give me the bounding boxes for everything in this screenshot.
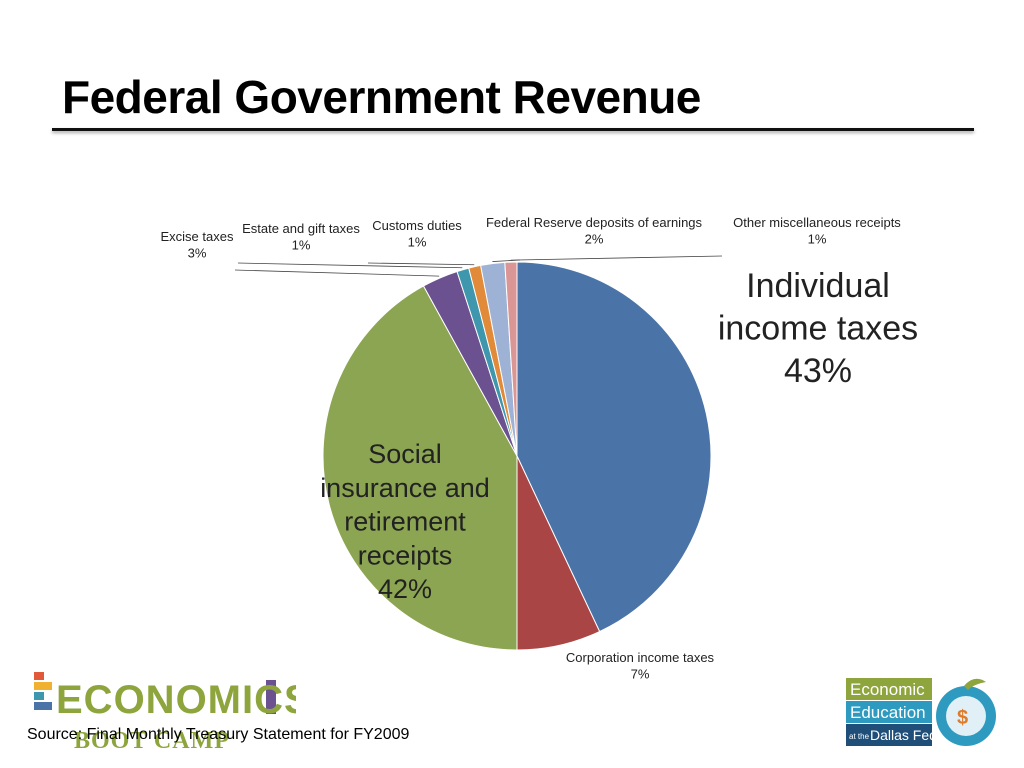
slice-value-label: 1% bbox=[808, 231, 827, 246]
logo-line-education: Education bbox=[850, 703, 926, 722]
slice-value-label: 42% bbox=[378, 574, 432, 604]
slice-label: Estate and gift taxes bbox=[242, 221, 360, 236]
logo-subword: BOOT CAMP bbox=[74, 728, 230, 752]
logo-line-at-the: at the bbox=[849, 732, 870, 741]
logo-line-dallas-fed: Dallas Fed bbox=[870, 727, 937, 743]
leader-line bbox=[237, 262, 463, 269]
slice-label: Social insurance and retirement receipts bbox=[320, 439, 490, 570]
slice-value-label: 43% bbox=[784, 352, 852, 390]
slice-value-label: 1% bbox=[292, 237, 311, 252]
slice-value-label: 1% bbox=[408, 234, 427, 249]
slice-value-label: 7% bbox=[631, 666, 650, 681]
logo-word: ECONOMICS bbox=[56, 678, 296, 722]
leaf-icon bbox=[964, 678, 986, 690]
slide-title: Federal Government Revenue bbox=[62, 71, 701, 123]
leader-line bbox=[510, 255, 723, 261]
slice-label: Excise taxes bbox=[161, 229, 234, 244]
slice-label: Corporation income taxes bbox=[566, 650, 715, 665]
slice-label: Federal Reserve deposits of earnings bbox=[486, 215, 703, 230]
slice-value-label: 2% bbox=[585, 231, 604, 246]
economics-boot-camp-logo: ECONOMICS BOOT CAMP bbox=[34, 672, 296, 752]
pie-slice-individual-income-taxes bbox=[516, 261, 712, 633]
logo-line-economic: Economic bbox=[850, 680, 925, 699]
dollar-icon: $ bbox=[957, 707, 968, 729]
leader-line bbox=[367, 262, 475, 266]
title-underline bbox=[52, 128, 974, 131]
dallas-fed-logo: Economic Education at the Dallas Fed $ bbox=[846, 678, 996, 746]
slice-value-label: 3% bbox=[188, 245, 207, 260]
pie-slice-social-insurance-and-retirement-receipts bbox=[322, 285, 518, 651]
pie-slice-other-miscellaneous-receipts bbox=[504, 261, 518, 457]
slice-label: Customs duties bbox=[372, 218, 462, 233]
leader-line bbox=[234, 269, 440, 277]
source-note: Source: Final Monthly Treasury Statement… bbox=[27, 726, 410, 743]
slice-label: Other miscellaneous receipts bbox=[733, 215, 901, 230]
slice-label: Individual income taxes bbox=[718, 267, 918, 348]
